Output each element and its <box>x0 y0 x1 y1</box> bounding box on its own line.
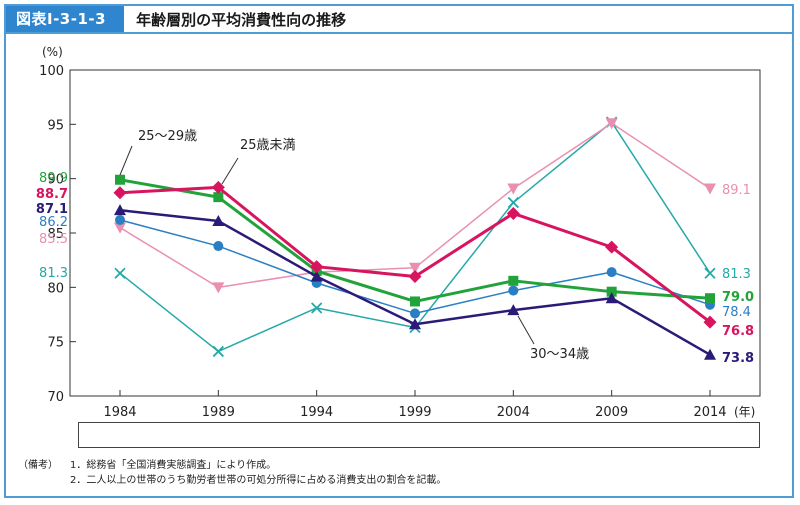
note-1: 1．総務省「全国消費実態調査」により作成。 <box>70 460 277 471</box>
data-point <box>705 293 715 304</box>
data-point <box>704 348 716 360</box>
data-point <box>114 222 126 234</box>
data-point <box>606 267 617 278</box>
x-tick-label: 1989 <box>202 405 235 420</box>
annotation-25-29: 25～29歳 <box>138 129 197 144</box>
figure-title: 年齢層別の平均消費性向の推移 <box>136 10 347 29</box>
y-tick-label: 95 <box>47 118 64 133</box>
x-tick-label: 1994 <box>300 405 333 420</box>
x-tick-label: 2004 <box>497 405 530 420</box>
data-point <box>605 240 619 254</box>
legend-frame <box>78 422 760 448</box>
data-point <box>310 270 323 282</box>
end-value-label: 81.3 <box>722 267 751 282</box>
data-point <box>704 183 716 195</box>
x-tick-label: 1984 <box>103 405 136 420</box>
start-value-label: 86.2 <box>39 215 68 230</box>
data-point <box>211 180 225 194</box>
data-point <box>410 296 420 307</box>
data-point <box>114 204 126 216</box>
figure-header: 図表Ⅰ-3-1-3 年齢層別の平均消費性向の推移 <box>6 6 792 34</box>
y-tick-label: 100 <box>39 64 64 79</box>
data-point <box>508 285 519 296</box>
data-point <box>115 174 125 185</box>
end-value-label: 78.4 <box>722 305 751 320</box>
y-tick-label: 90 <box>47 173 64 188</box>
y-unit-label: (%) <box>42 45 63 59</box>
plot-area <box>69 69 761 397</box>
start-value-label: 87.1 <box>36 202 68 217</box>
data-point <box>507 196 519 209</box>
figure-frame: 図表Ⅰ-3-1-3 年齢層別の平均消費性向の推移 <box>4 4 794 498</box>
notes: （備考） 1．総務省「全国消費実態調査」により作成。 2．二人以上の世帯のうち勤労… <box>18 458 446 488</box>
data-point <box>507 304 520 316</box>
end-value-label: 73.8 <box>722 351 754 366</box>
end-value-label: 89.1 <box>722 183 751 198</box>
series-line <box>119 122 711 289</box>
data-point <box>113 186 127 200</box>
start-value-label: 85.5 <box>39 232 68 247</box>
y-tick-label: 75 <box>47 336 64 351</box>
data-point <box>506 206 520 220</box>
data-point <box>605 292 618 304</box>
data-point <box>408 269 422 283</box>
y-tick-label: 80 <box>47 281 64 296</box>
start-value-label: 88.7 <box>36 187 68 202</box>
annotation-under-25: 25歳未満 <box>240 138 296 153</box>
data-point <box>213 241 224 252</box>
series-line <box>119 178 711 303</box>
data-point <box>311 302 323 314</box>
data-point <box>704 267 716 279</box>
data-point <box>212 282 225 294</box>
x-tick-label: 2014 <box>693 405 726 420</box>
data-point <box>409 318 421 330</box>
end-value-label: 79.0 <box>722 290 754 305</box>
annotation-leader <box>221 157 239 185</box>
data-point <box>703 315 717 329</box>
y-tick-label: 85 <box>47 227 64 242</box>
annotation-leader <box>517 315 535 345</box>
start-value-label: 81.3 <box>39 266 68 281</box>
figure-label: 図表Ⅰ-3-1-3 <box>6 6 125 32</box>
notes-head: （備考） <box>18 460 58 471</box>
data-point <box>114 267 126 279</box>
end-value-label: 76.8 <box>722 324 754 339</box>
data-point <box>212 345 224 358</box>
data-point <box>507 183 520 195</box>
x-unit-label: (年) <box>734 405 755 419</box>
data-point <box>605 118 618 130</box>
y-tick-label: 70 <box>47 390 64 405</box>
annotation-leader <box>119 145 133 176</box>
data-point <box>606 286 617 297</box>
data-point <box>409 262 421 274</box>
start-value-label: 89.9 <box>39 171 68 186</box>
data-point <box>213 192 224 203</box>
x-tick-label: 2009 <box>595 405 628 420</box>
note-2: 2．二人以上の世帯のうち勤労者世帯の可処分所得に占める消費支出の割合を記載。 <box>70 475 447 486</box>
data-point <box>115 214 125 225</box>
data-point <box>212 215 225 227</box>
x-tick-label: 1999 <box>398 405 431 420</box>
annotation-30-34: 30～34歳 <box>530 347 589 362</box>
data-point <box>508 275 519 286</box>
data-point <box>410 308 420 319</box>
data-point <box>310 260 324 274</box>
